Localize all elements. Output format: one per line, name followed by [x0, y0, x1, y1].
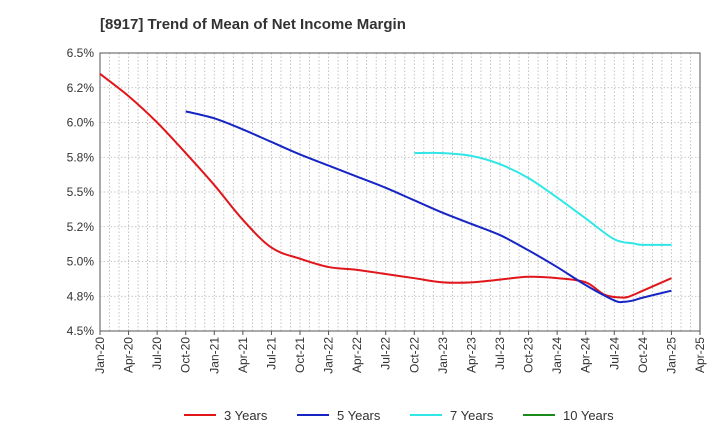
x-tick-label: Jan-25 [664, 337, 678, 374]
x-tick-label: Apr-22 [350, 337, 364, 373]
x-tick-label: Jan-21 [207, 337, 221, 374]
x-tick-label: Jul-21 [264, 337, 278, 370]
series-line-7-years [414, 151, 672, 246]
legend: 3 Years 5 Years 7 Years 10 Years [184, 408, 614, 423]
y-tick-label: 6.5% [67, 46, 95, 60]
x-tick-label: Oct-21 [293, 337, 307, 373]
x-tick-label: Oct-23 [522, 337, 536, 373]
legend-label: 10 Years [563, 408, 614, 423]
y-tick-label: 5.5% [67, 185, 95, 199]
y-tick-label: 5.0% [67, 255, 95, 269]
y-tick-label: 6.0% [67, 116, 95, 130]
x-tick-label: Jul-20 [150, 337, 164, 370]
y-tick-label: 5.8% [67, 150, 95, 164]
x-tick-label: Apr-21 [236, 337, 250, 373]
chart-title: [8917] Trend of Mean of Net Income Margi… [100, 16, 406, 33]
x-tick-label: Oct-20 [179, 337, 193, 373]
series-lines [99, 73, 672, 304]
y-tick-label: 4.5% [67, 324, 95, 338]
legend-label: 5 Years [337, 408, 381, 423]
y-tick-label: 4.8% [67, 289, 95, 303]
series-line-5-years [185, 110, 672, 304]
x-tick-label: Jan-22 [322, 337, 336, 374]
series-line-3-years [99, 73, 672, 299]
y-tick-label: 6.2% [67, 81, 95, 95]
x-tick-label: Apr-20 [122, 337, 136, 373]
x-tick-label: Apr-25 [693, 337, 707, 373]
y-tick-label: 5.2% [67, 220, 95, 234]
x-tick-label: Oct-24 [636, 337, 650, 373]
x-tick-label: Oct-22 [407, 337, 421, 373]
grid [99, 52, 701, 332]
x-tick-label: Jul-24 [607, 337, 621, 370]
x-tick-label: Jan-20 [93, 337, 107, 374]
x-tick-label: Jul-22 [379, 337, 393, 370]
axes: 4.5% 4.8% 5.0% 5.2% 5.5% 5.8% 6.0% 6.2% 6.5% Jan-… [67, 46, 707, 374]
x-tick-label: Jan-24 [550, 337, 564, 374]
x-tick-label: Jul-23 [493, 337, 507, 370]
x-tick-label: Apr-23 [464, 337, 478, 373]
x-tick-label: Apr-24 [579, 337, 593, 373]
x-tick-label: Jan-23 [436, 337, 450, 374]
legend-label: 3 Years [224, 408, 268, 423]
legend-label: 7 Years [450, 408, 494, 423]
plot-frame [99, 52, 701, 332]
